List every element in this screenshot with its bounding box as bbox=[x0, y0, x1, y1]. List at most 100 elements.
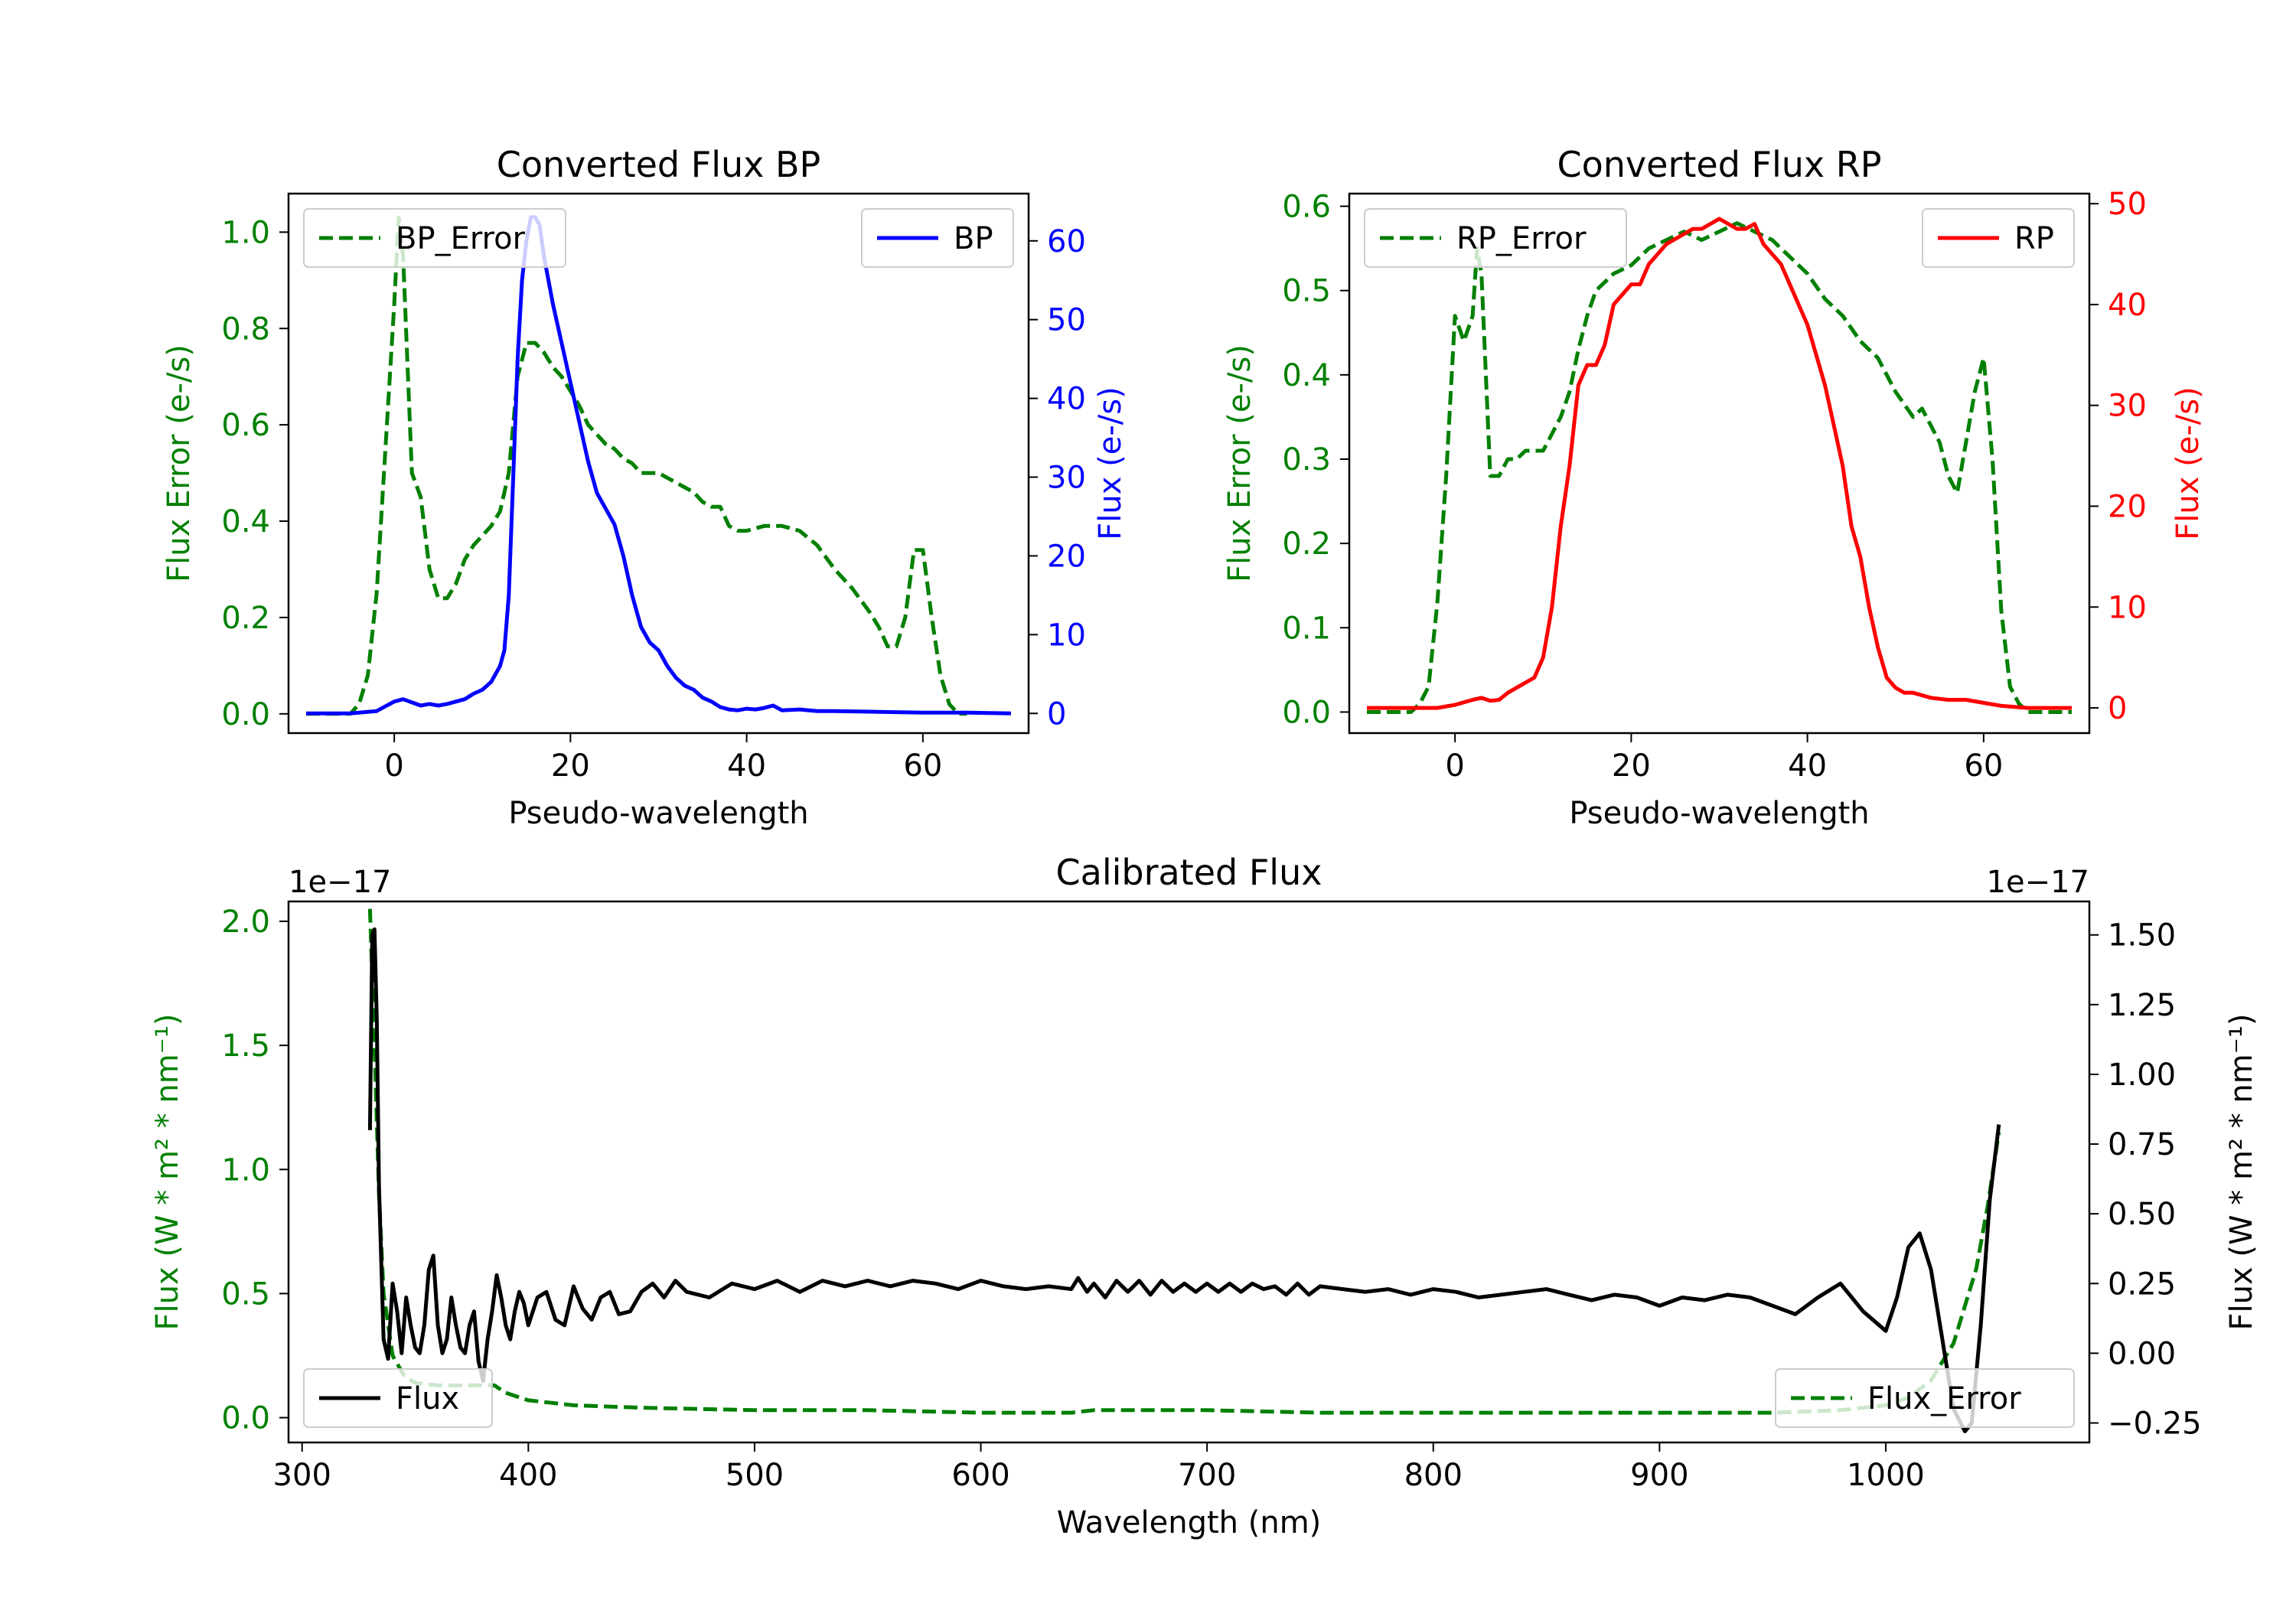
series-line-bp-error bbox=[306, 216, 967, 716]
chart-bp: Converted Flux BP 0 20 40 60 Pseudo-wavelengt… bbox=[161, 144, 1128, 831]
y-left-tick-label: 0.3 bbox=[1282, 442, 1331, 478]
legend-label: Flux_Error bbox=[1867, 1381, 2021, 1416]
y-right-offset-text: 1e−17 bbox=[1987, 865, 2089, 900]
series-line-rp-error bbox=[1367, 221, 2072, 714]
plot-frame bbox=[1348, 192, 2091, 735]
legend-label: BP bbox=[954, 221, 993, 256]
legend-left: RP_Error bbox=[1364, 208, 1627, 268]
x-tick-label: 800 bbox=[1404, 1458, 1463, 1493]
y-left-tick-label: 1.5 bbox=[221, 1028, 270, 1064]
legend-box bbox=[1364, 208, 1627, 268]
y-left-tick-label: 0.2 bbox=[221, 601, 270, 636]
series-group bbox=[367, 908, 2001, 1433]
x-tick-label: 400 bbox=[499, 1458, 557, 1493]
x-tick-label: 0 bbox=[1445, 748, 1464, 784]
chart-title: Calibrated Flux bbox=[1056, 852, 1322, 893]
x-tick-label: 0 bbox=[384, 748, 403, 784]
legend-right: Flux_Error bbox=[1775, 1368, 2075, 1428]
y-left-tick-label: 0.6 bbox=[1282, 190, 1331, 225]
y-left-axis-label: Flux (W * m² * nm⁻¹) bbox=[150, 1014, 185, 1331]
legend-right: BP bbox=[861, 208, 1014, 268]
legend-label: Flux bbox=[396, 1381, 459, 1416]
y-right-tick-label: 0 bbox=[2108, 691, 2127, 726]
legend-left: BP_Error bbox=[303, 208, 566, 268]
y-right-tick-label: 60 bbox=[1047, 224, 1086, 259]
legend-label: RP_Error bbox=[1456, 221, 1587, 256]
x-tick-label: 900 bbox=[1630, 1458, 1688, 1493]
y-right-tick-label: −0.25 bbox=[2108, 1406, 2202, 1441]
y-right-axis-label: Flux (W * m² * nm⁻¹) bbox=[2224, 1014, 2259, 1331]
y-left-tick-label: 0.5 bbox=[221, 1276, 270, 1312]
y-right-tick-label: 0.75 bbox=[2108, 1127, 2176, 1162]
y-right-tick-label: 1.00 bbox=[2108, 1058, 2176, 1093]
y-left-tick-label: 0.0 bbox=[221, 1401, 270, 1436]
y-right-axis-label: Flux (e-/s) bbox=[1093, 386, 1128, 539]
y-right-tick-label: 0.25 bbox=[2108, 1266, 2176, 1302]
y-right-tick-label: 0.00 bbox=[2108, 1336, 2176, 1371]
chart-title: Converted Flux RP bbox=[1557, 144, 1882, 185]
y-left-tick-label: 0.4 bbox=[1282, 358, 1331, 393]
legend-label: BP_Error bbox=[396, 221, 526, 256]
legend-label: RP bbox=[2014, 221, 2054, 256]
x-axis-label: Pseudo-wavelength bbox=[1569, 796, 1869, 831]
chart-calibrated: Calibrated Flux 300 400 500 600 700 800 900 1000… bbox=[150, 852, 2259, 1540]
legend-box bbox=[303, 1368, 493, 1428]
x-axis-label: Pseudo-wavelength bbox=[508, 796, 808, 831]
x-tick-label: 20 bbox=[1612, 748, 1651, 784]
series-group bbox=[306, 215, 1012, 716]
y-left-tick-label: 1.0 bbox=[221, 215, 270, 250]
y-left-offset-text: 1e−17 bbox=[289, 865, 391, 900]
plot-frame bbox=[287, 192, 1030, 735]
x-tick-label: 20 bbox=[551, 748, 590, 784]
y-left-tick-label: 0.5 bbox=[1282, 274, 1331, 309]
legend-left: Flux bbox=[303, 1368, 493, 1428]
y-right-tick-label: 20 bbox=[1047, 539, 1086, 574]
series-group bbox=[1367, 217, 2072, 714]
y-left-tick-label: 2.0 bbox=[221, 905, 270, 940]
y-right-tick-label: 20 bbox=[2108, 490, 2147, 525]
series-line-rp bbox=[1367, 217, 2072, 710]
legend-box bbox=[303, 208, 566, 268]
y-right-tick-label: 10 bbox=[1047, 618, 1086, 653]
y-right-tick-label: 40 bbox=[2108, 288, 2147, 323]
series-line-flux bbox=[367, 927, 2001, 1433]
x-tick-label: 500 bbox=[726, 1458, 784, 1493]
y-left-axis-label: Flux Error (e-/s) bbox=[1222, 344, 1257, 582]
y-right-tick-label: 50 bbox=[2108, 187, 2147, 222]
y-right-tick-label: 30 bbox=[2108, 389, 2147, 424]
x-tick-label: 700 bbox=[1178, 1458, 1236, 1493]
y-right-tick-label: 30 bbox=[1047, 461, 1086, 496]
series-line-bp bbox=[306, 215, 1012, 715]
plot-frame bbox=[287, 900, 2091, 1444]
y-right-axis-label: Flux (e-/s) bbox=[2170, 386, 2206, 539]
legend-right: RP bbox=[1922, 208, 2075, 268]
y-left-tick-label: 0.1 bbox=[1282, 611, 1331, 646]
y-right-tick-label: 0 bbox=[1047, 696, 1066, 732]
legend-box bbox=[1775, 1368, 2075, 1428]
y-left-tick-label: 0.6 bbox=[221, 408, 270, 443]
y-left-tick-label: 0.8 bbox=[221, 311, 270, 347]
y-left-tick-label: 0.0 bbox=[1282, 695, 1331, 730]
x-axis-label: Wavelength (nm) bbox=[1057, 1505, 1322, 1540]
y-right-tick-label: 50 bbox=[1047, 303, 1086, 338]
chart-rp: Converted Flux RP 0 20 40 60 Pseudo-wavelengt… bbox=[1222, 144, 2206, 831]
x-tick-label: 40 bbox=[1788, 748, 1827, 784]
x-tick-label: 300 bbox=[273, 1458, 331, 1493]
y-right-tick-label: 0.50 bbox=[2108, 1197, 2176, 1232]
y-left-tick-label: 0.2 bbox=[1282, 526, 1331, 562]
x-tick-label: 60 bbox=[903, 748, 942, 784]
y-left-tick-label: 0.0 bbox=[221, 697, 270, 732]
series-line-flux-error bbox=[367, 908, 2001, 1415]
y-left-tick-label: 1.0 bbox=[221, 1152, 270, 1188]
y-right-tick-label: 1.50 bbox=[2108, 918, 2176, 953]
x-tick-label: 40 bbox=[727, 748, 766, 784]
y-right-tick-label: 1.25 bbox=[2108, 988, 2176, 1023]
x-tick-label: 60 bbox=[1964, 748, 2003, 784]
y-left-tick-label: 0.4 bbox=[221, 504, 270, 539]
y-left-axis-label: Flux Error (e-/s) bbox=[161, 344, 197, 582]
y-right-tick-label: 10 bbox=[2108, 590, 2147, 625]
chart-title: Converted Flux BP bbox=[497, 144, 821, 185]
y-right-tick-label: 40 bbox=[1047, 382, 1086, 417]
x-tick-label: 1000 bbox=[1847, 1458, 1925, 1493]
